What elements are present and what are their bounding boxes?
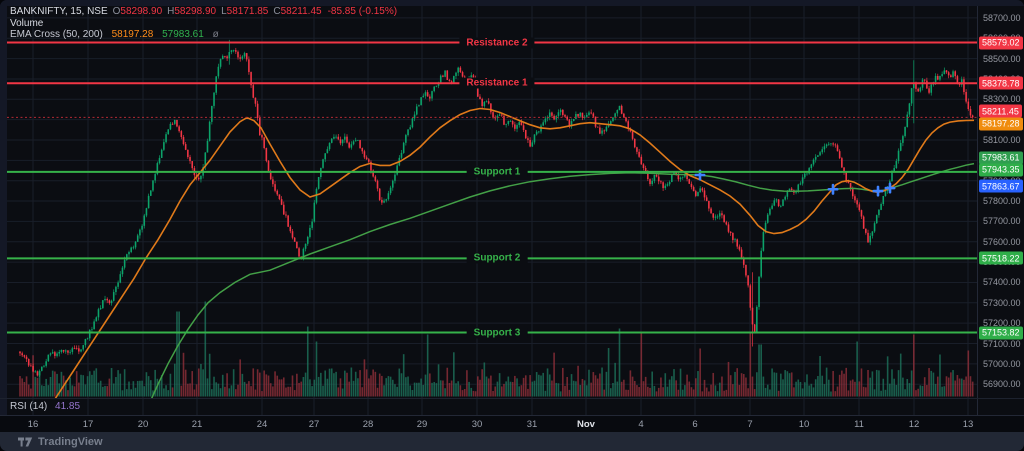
price-tick: 58700.00 xyxy=(983,12,1021,23)
level-label-support-1[interactable]: Support 1 xyxy=(466,166,528,178)
time-tick: 11 xyxy=(854,419,864,430)
ema200-value: 57983.61 xyxy=(162,29,204,40)
time-tick: 21 xyxy=(191,419,203,430)
ohlc-value: 58171.85 xyxy=(226,6,269,17)
chart-legend: BANKNIFTY, 15, NSE O58298.90 H58298.90 L581… xyxy=(10,6,398,42)
price-label-badge: 57863.67 xyxy=(979,179,1023,193)
time-tick: 29 xyxy=(416,419,428,430)
time-tick: 10 xyxy=(798,419,810,430)
legend-volume-row[interactable]: Volume xyxy=(10,17,397,30)
price-axis[interactable]: 56900.00 57000.00 57100.00 57200.00 57300.00… xyxy=(978,6,1024,415)
price-tick: 57800.00 xyxy=(983,196,1021,207)
time-tick: 7 xyxy=(747,419,753,430)
price-label-badge: 58378.78 xyxy=(979,76,1023,90)
time-tick: 4 xyxy=(638,419,644,430)
tradingview-logo-text: TradingView xyxy=(38,435,103,448)
ohlc-key: L xyxy=(221,6,227,17)
volume-label: Volume xyxy=(10,17,44,29)
time-tick: 30 xyxy=(471,419,483,430)
ema-50-line xyxy=(54,107,975,398)
ema-200-line xyxy=(151,162,975,398)
time-tick: 6 xyxy=(692,419,698,430)
level-label-support-3[interactable]: Support 3 xyxy=(466,327,528,339)
price-label-badge: 58579.02 xyxy=(979,36,1023,49)
volume-bars xyxy=(19,301,974,397)
price-label-badge: 57153.82 xyxy=(979,326,1023,339)
rsi-label: RSI (14) xyxy=(10,401,48,412)
time-tick: 12 xyxy=(908,419,920,430)
tradingview-logo-icon xyxy=(18,437,33,446)
time-tick: 24 xyxy=(256,419,268,430)
rsi-value: 41.85 xyxy=(55,401,81,412)
ohlc-value: 58211.45 xyxy=(280,6,322,17)
rsi-legend[interactable]: RSI (14) 41.85 xyxy=(10,401,80,412)
price-label-badge: 58211.45 xyxy=(979,104,1022,118)
price-label-badge: 58197.28 xyxy=(979,117,1023,130)
axis-separator xyxy=(977,6,978,432)
time-axis[interactable]: 16 17 20 21 24 27 28 29 30 31 Nov 4 6 7 10 11 12 13 xyxy=(0,415,1024,433)
level-label-resistance-1[interactable]: Resistance 1 xyxy=(459,77,535,89)
time-tick: 20 xyxy=(137,419,149,430)
ohlc-key: H xyxy=(167,6,175,17)
legend-symbol-row[interactable]: BANKNIFTY, 15, NSE O58298.90 H58298.90 L581… xyxy=(10,6,398,18)
change-value: -85.85 (-0.15%) xyxy=(327,6,398,17)
frame-top xyxy=(0,0,1024,6)
time-tick: 13 xyxy=(962,419,974,430)
bottom-bar: TradingView xyxy=(0,432,1024,451)
price-tick: 57300.00 xyxy=(983,297,1021,308)
frame-left xyxy=(0,0,7,432)
price-tick: 58100.00 xyxy=(983,135,1021,145)
time-tick: 31 xyxy=(526,419,538,430)
price-tick: 57000.00 xyxy=(983,358,1021,369)
ema50-value: 58197.28 xyxy=(111,29,154,40)
ohlc-key: O xyxy=(112,6,121,17)
time-tick: 17 xyxy=(82,419,94,430)
price-label-badge: 57983.61 xyxy=(979,151,1023,164)
price-label-badge: 57518.22 xyxy=(979,251,1023,265)
symbol-title: BANKNIFTY, 15, NSE xyxy=(10,6,108,17)
price-tick: 58500.00 xyxy=(983,53,1021,64)
grid-lines xyxy=(7,6,977,415)
price-label-badge: 57943.35 xyxy=(979,163,1023,176)
price-tick: 57200.00 xyxy=(983,318,1021,329)
level-label-resistance-2[interactable]: Resistance 2 xyxy=(459,37,535,49)
tradingview-attribution[interactable]: TradingView xyxy=(18,436,103,448)
time-tick: 28 xyxy=(362,419,374,430)
price-tick: 57600.00 xyxy=(983,236,1021,247)
time-tick: 16 xyxy=(27,419,39,430)
ohlc-value: 58298.90 xyxy=(174,6,217,17)
ohlc-value: 58298.90 xyxy=(120,6,163,17)
price-tick: 56900.00 xyxy=(983,379,1021,390)
time-tick: 27 xyxy=(308,419,320,430)
ema-cross-markers xyxy=(694,169,896,197)
ema-cross-label: EMA Cross (50, 200) xyxy=(10,29,103,40)
price-tick: 58300.00 xyxy=(983,94,1021,105)
price-tick: 57100.00 xyxy=(983,338,1021,349)
ema-cross-symbol: ø xyxy=(212,29,219,40)
ohlc-key: C xyxy=(273,6,281,17)
pane-separator xyxy=(0,398,1024,399)
price-tick: 57700.00 xyxy=(983,216,1021,227)
level-label-support-2[interactable]: Support 2 xyxy=(466,252,528,264)
price-tick: 57400.00 xyxy=(983,277,1021,288)
time-tick: Nov xyxy=(577,419,595,430)
legend-ema-row[interactable]: EMA Cross (50, 200) 58197.28 57983.61 ø xyxy=(10,29,397,41)
